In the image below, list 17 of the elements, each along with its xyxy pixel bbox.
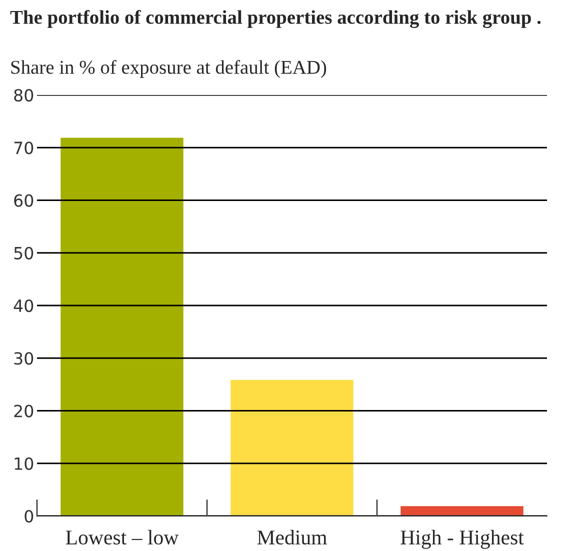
y-tick-label: 50 — [14, 246, 34, 260]
y-tick-label: 40 — [14, 299, 34, 312]
chart-subtitle: Share in % of exposure at default (EAD) — [11, 60, 326, 78]
y-tick-label: 30 — [14, 352, 34, 365]
y-tick-label: 80 — [14, 88, 34, 102]
y-tick-label: 10 — [14, 457, 34, 470]
x-tick-label: High - Highest — [400, 530, 524, 549]
bar — [59, 136, 185, 516]
x-tick-label: Lowest – low — [66, 530, 179, 545]
bar — [229, 378, 355, 516]
y-tick-label: 20 — [14, 404, 34, 418]
y-tick-label: 70 — [14, 142, 34, 154]
bar — [399, 504, 525, 516]
y-tick-label: 0 — [24, 510, 34, 523]
x-tick-label: Medium — [257, 530, 327, 545]
chart-title: The portfolio of commercial properties according to risk group . — [10, 10, 541, 28]
y-tick-label: 60 — [14, 194, 34, 207]
